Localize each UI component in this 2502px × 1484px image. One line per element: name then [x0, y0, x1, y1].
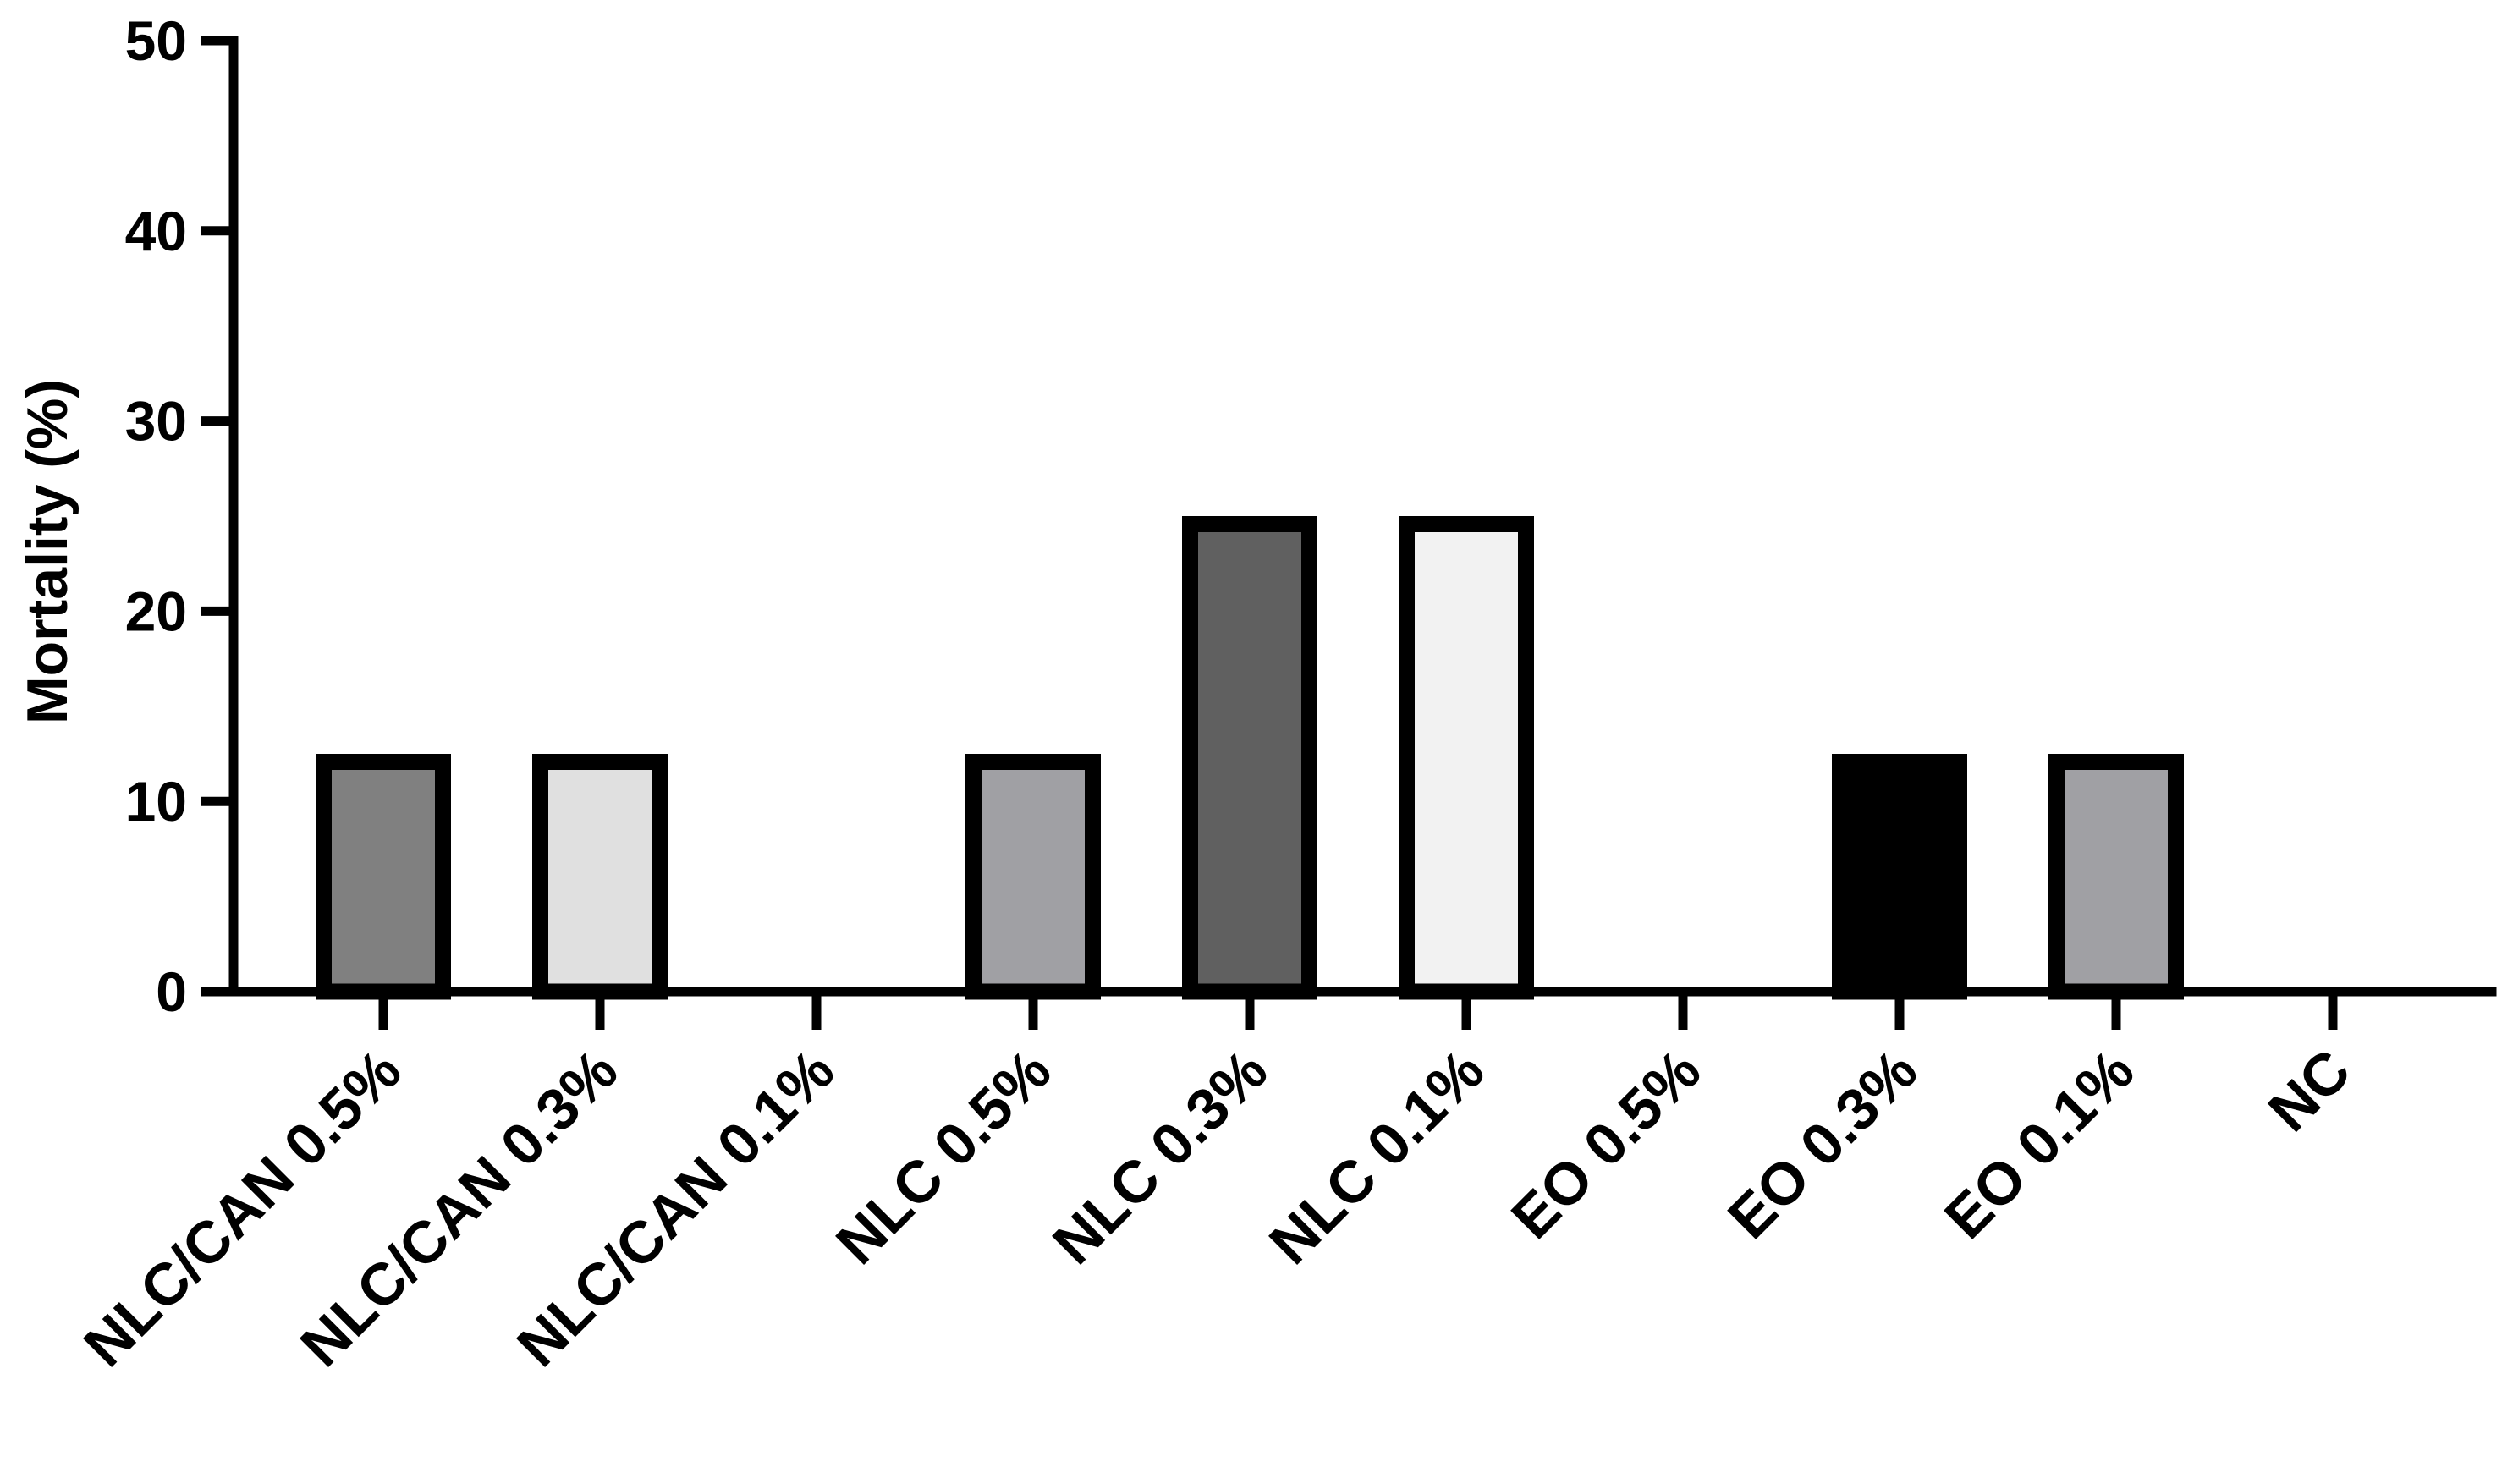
y-ticks-layer: 0 10 20 30 40 50 [125, 9, 234, 1023]
x-tick-label: NLC 0.1% [1256, 1036, 1496, 1276]
y-tick-label: 40 [125, 200, 187, 262]
bar-8 [1832, 754, 1967, 1000]
bar-4 [965, 754, 1101, 1000]
x-tick-label: EO 0.1% [1932, 1036, 2146, 1250]
x-tick-label: EO 0.3% [1715, 1036, 1929, 1250]
y-axis-title: Mortality (%) [15, 379, 80, 724]
bar-5 [1182, 516, 1317, 1000]
x-tick-label: NLC 0.3% [1040, 1036, 1279, 1276]
x-tick-label: NC [2256, 1036, 2363, 1144]
bar-6 [1399, 516, 1534, 1000]
bar-2 [532, 754, 668, 1000]
y-tick-label: 0 [156, 960, 187, 1023]
x-ticks-layer: NLC/CAN 0.5%NLC/CAN 0.3%NLC/CAN 0.1%NLC … [71, 992, 2363, 1379]
bar-1 [316, 754, 451, 1000]
y-tick-label: 20 [125, 580, 187, 642]
y-tick-label: 10 [125, 770, 187, 833]
bars-layer [316, 516, 2184, 1000]
x-tick-label: EO 0.5% [1498, 1036, 1713, 1250]
bar-9 [2048, 754, 2184, 1000]
y-tick-label: 50 [125, 9, 187, 72]
y-tick-label: 30 [125, 390, 187, 453]
x-tick-label: NLC 0.5% [823, 1036, 1063, 1276]
